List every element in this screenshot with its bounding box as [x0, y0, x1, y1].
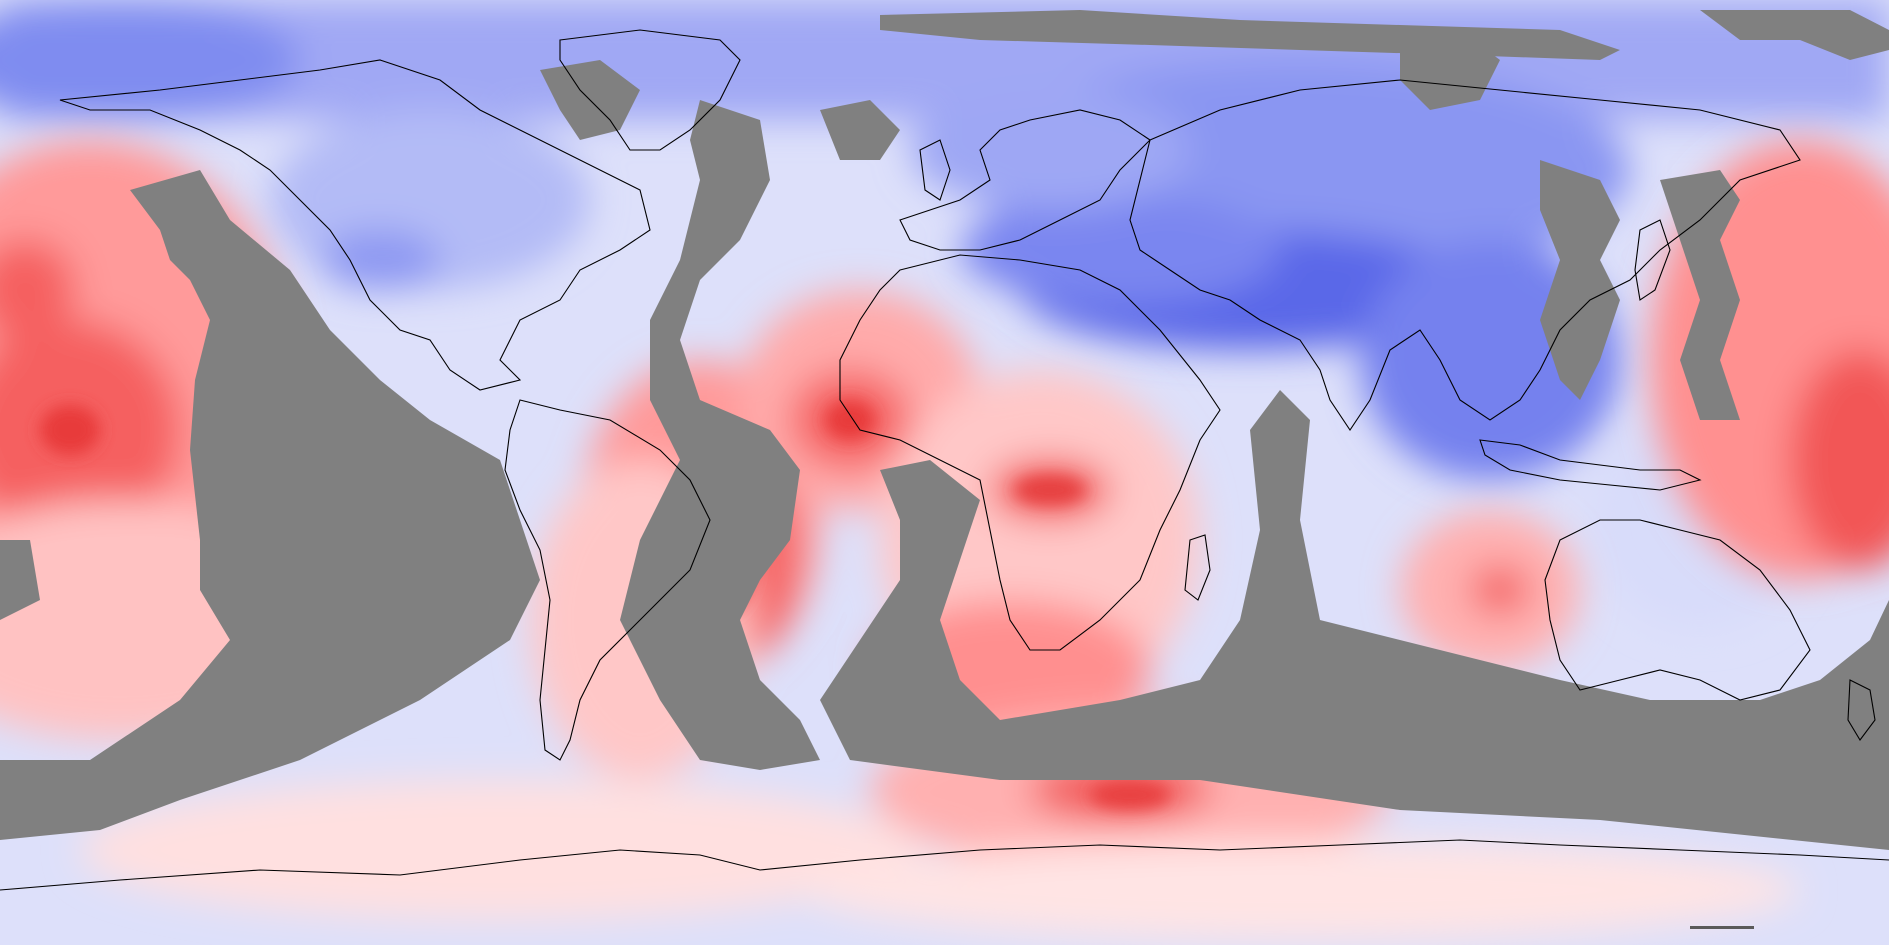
- coastlines: [0, 29, 1889, 891]
- scale-bar: [1690, 926, 1754, 929]
- negative-anomaly-regions: [0, 0, 1889, 630]
- australia-outline: [1544, 519, 1811, 701]
- north-america-outline: [59, 59, 651, 391]
- antarctica-outline: [0, 839, 1889, 891]
- south-america-outline: [504, 399, 711, 761]
- europe-outline: [899, 109, 1151, 251]
- british-isles-outline: [919, 139, 951, 201]
- asia-outline: [1129, 79, 1801, 431]
- new-zealand-outline: [1847, 679, 1876, 741]
- madagascar-outline: [1184, 534, 1211, 601]
- japan-outline: [1634, 219, 1671, 301]
- greenland-outline: [559, 29, 741, 151]
- africa-outline: [839, 254, 1221, 651]
- indonesia-outline: [1479, 439, 1702, 491]
